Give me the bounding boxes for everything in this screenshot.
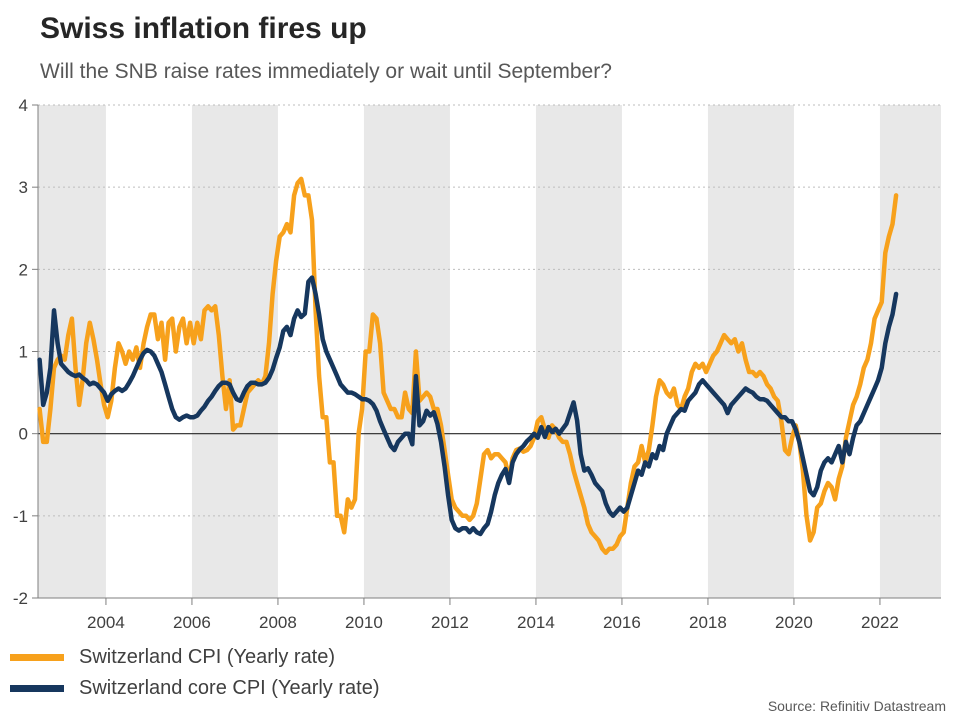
- y-tick-label: -2: [13, 589, 28, 608]
- x-tick-label: 2016: [603, 613, 641, 632]
- core-cpi-line: [37, 275, 899, 537]
- x-tick-label: 2006: [173, 613, 211, 632]
- x-tick-label: 2012: [431, 613, 469, 632]
- x-tick-label: 2014: [517, 613, 555, 632]
- background-band: [879, 105, 941, 598]
- y-tick-label: 3: [19, 178, 28, 197]
- background-band: [363, 105, 450, 598]
- legend-label-cpi: Switzerland CPI (Yearly rate): [79, 645, 336, 668]
- x-tick-label: 2020: [775, 613, 813, 632]
- chart-legend: Switzerland CPI (Yearly rate) Switzerlan…: [10, 644, 380, 701]
- legend-label-core-cpi: Switzerland core CPI (Yearly rate): [79, 676, 380, 699]
- x-tick-label: 2004: [87, 613, 125, 632]
- y-tick-label: 1: [19, 343, 28, 362]
- page-subtitle: Will the SNB raise rates immediately or …: [40, 60, 612, 83]
- x-tick-label: 2022: [861, 613, 899, 632]
- y-tick-label: 0: [19, 425, 28, 444]
- page-title: Swiss inflation fires up: [40, 12, 367, 45]
- y-tick-label: 2: [19, 260, 28, 279]
- x-tick-label: 2008: [259, 613, 297, 632]
- legend-item-cpi: Switzerland CPI (Yearly rate): [10, 644, 380, 670]
- y-tick-label: 4: [19, 96, 28, 115]
- background-band: [707, 105, 794, 598]
- cpi-line-swatch: [10, 653, 64, 661]
- y-tick-label: -1: [13, 507, 28, 526]
- legend-item-core-cpi: Switzerland core CPI (Yearly rate): [10, 675, 380, 701]
- cpi-line: [37, 176, 899, 556]
- source-note: Source: Refinitiv Datastream: [767, 698, 946, 714]
- x-tick-label: 2018: [689, 613, 727, 632]
- core-cpi-line-swatch: [10, 684, 64, 692]
- x-tick-label: 2010: [345, 613, 383, 632]
